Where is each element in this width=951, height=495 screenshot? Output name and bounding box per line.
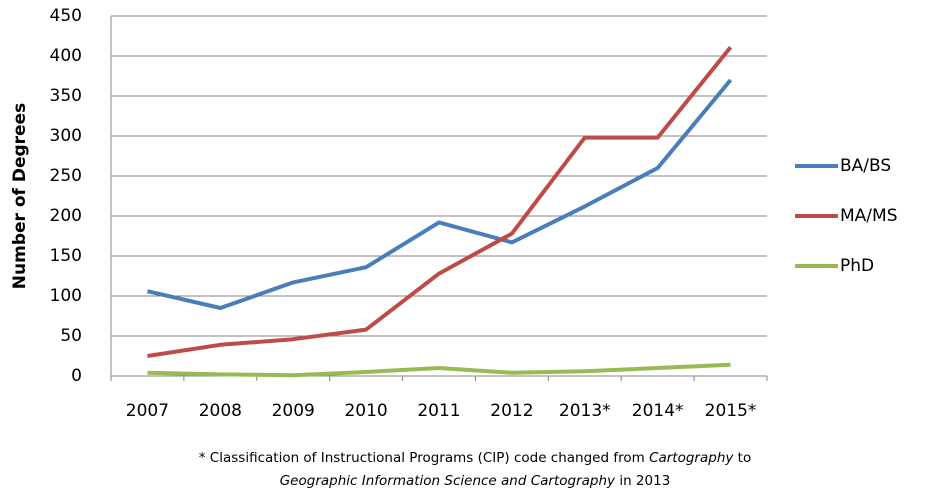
legend-label: BA/BS — [840, 156, 891, 176]
footnote-part: * Classification of Instructional Progra… — [199, 450, 649, 466]
y-axis-title: Number of Degrees — [10, 103, 30, 289]
x-tick-label: 2014* — [632, 401, 684, 421]
y-tick-label: 200 — [50, 206, 82, 226]
footnote: Geographic Information Science and Carto… — [280, 473, 671, 489]
legend-label: PhD — [840, 256, 874, 276]
x-tick-label: 2009 — [272, 401, 315, 421]
y-tick-label: 300 — [50, 126, 82, 146]
y-tick-label: 100 — [50, 286, 82, 306]
x-tick-label: 2013* — [559, 401, 611, 421]
footnote-part: Geographic Information Science and Carto… — [280, 473, 616, 489]
footnote-part: in 2013 — [615, 473, 670, 489]
x-tick-label: 2010 — [344, 401, 387, 421]
y-tick-label: 450 — [50, 6, 82, 26]
x-tick-label: 2007 — [126, 401, 169, 421]
footnote-part: Cartography — [649, 450, 734, 466]
x-tick-label: 2011 — [417, 401, 460, 421]
y-tick-label: 0 — [71, 366, 82, 386]
y-tick-label: 350 — [50, 86, 82, 106]
footnote-part: to — [733, 450, 751, 466]
series-line — [146, 78, 733, 310]
series-line — [147, 45, 733, 358]
y-tick-label: 50 — [60, 326, 82, 346]
y-tick-label: 150 — [50, 246, 82, 266]
footnote: * Classification of Instructional Progra… — [199, 450, 751, 466]
y-tick-label: 250 — [50, 166, 82, 186]
series-line — [147, 362, 731, 378]
x-tick-label: 2015* — [705, 401, 757, 421]
x-tick-label: 2008 — [199, 401, 242, 421]
x-tick-label: 2012 — [490, 401, 533, 421]
y-tick-label: 400 — [50, 46, 82, 66]
legend-label: MA/MS — [840, 206, 897, 226]
